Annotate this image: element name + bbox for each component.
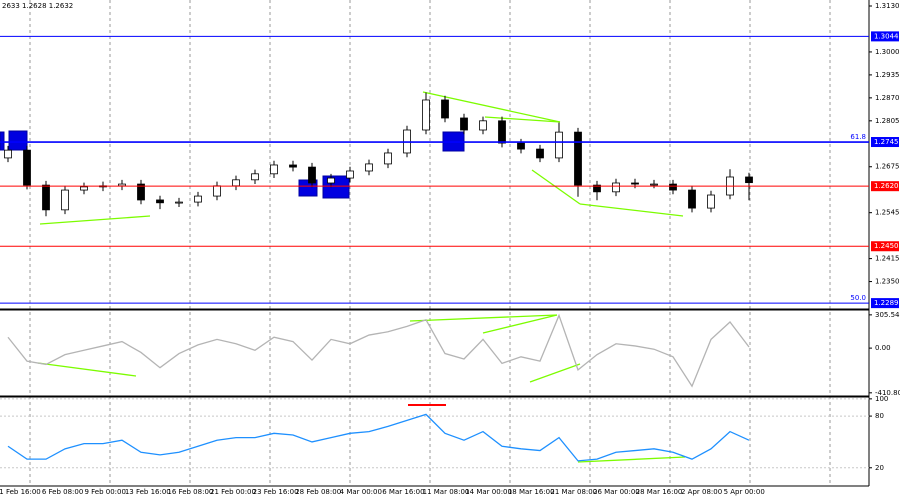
candle-body [327, 177, 335, 184]
x-tick-label: 18 Mar 16:00 [508, 488, 555, 496]
level-tag [871, 181, 899, 192]
y-tick-label: 1.2545 [875, 209, 900, 217]
indicator-line [7, 413, 750, 462]
candle-body [498, 120, 506, 144]
candle-body [593, 184, 601, 193]
y-tick-label: -410.803 [875, 389, 900, 397]
divergence-lines [37, 91, 686, 463]
x-tick-label: 23 Feb 16:00 [253, 488, 299, 496]
candle-body [669, 183, 677, 191]
y-tick-label: 1.2935 [875, 71, 900, 79]
candle-body [213, 185, 221, 197]
candle-body [631, 182, 639, 185]
candle-body [42, 184, 50, 211]
candle-body [308, 166, 316, 184]
y-tick-label: 305.5401 [875, 311, 900, 319]
candle-body [441, 99, 449, 119]
candle-body [251, 173, 259, 181]
candle-body [384, 152, 392, 165]
candle-body [574, 131, 582, 186]
x-tick-label: 28 Mar 16:00 [636, 488, 683, 496]
x-tick-label: 21 Mar 08:00 [550, 488, 597, 496]
candle-body [422, 99, 430, 131]
candle-body [23, 149, 31, 186]
fib-label: 50.0 [850, 294, 866, 302]
level-tag [871, 137, 899, 148]
y-tick-label: 20 [875, 464, 884, 472]
candle-body [650, 183, 658, 186]
y-tick-label: 1.3000 [875, 48, 900, 56]
fib-label: 61.8 [850, 133, 866, 141]
candle-body [156, 199, 164, 204]
y-tick-label: 1.2870 [875, 94, 900, 102]
level-label: 1.2289 [874, 299, 899, 307]
indicator-line [7, 313, 750, 388]
y-tick-label: 1.2350 [875, 278, 900, 286]
level-label: 1.2450 [874, 242, 899, 250]
y-tick-label: 1.2675 [875, 163, 900, 171]
level-tag [871, 31, 899, 42]
vertical-grid [29, 0, 831, 485]
y-tick-label: 1.3130 [875, 2, 900, 10]
x-tick-label: 16 Feb 08:00 [167, 488, 213, 496]
candle-body [232, 179, 240, 187]
candle-body [688, 189, 696, 209]
level-label: 1.2620 [874, 182, 899, 190]
candle-body [346, 170, 354, 179]
y-tick-label: 0.00 [875, 344, 891, 352]
candle-body [80, 186, 88, 191]
candle-body [175, 201, 183, 204]
x-tick-label: 11 Mar 08:00 [423, 488, 470, 496]
candle-body [365, 163, 373, 172]
x-tick-label: 13 Feb 16:00 [125, 488, 171, 496]
candle-body [118, 183, 126, 187]
x-tick-label: 1 Feb 16:00 [0, 488, 41, 496]
candle-body [555, 131, 563, 159]
candle-body [536, 148, 544, 159]
y-tick-label: 100 [875, 395, 888, 403]
y-tick-label: 80 [875, 412, 884, 420]
level-tag [871, 298, 899, 309]
level-tag [871, 241, 899, 252]
x-tick-label: 28 Feb 08:00 [295, 488, 341, 496]
y-tick-label: 1.2415 [875, 255, 900, 263]
x-tick-label: 4 Mar 00:00 [340, 488, 382, 496]
x-tick-label: 14 Mar 00:00 [465, 488, 512, 496]
candle-body [707, 194, 715, 209]
x-tick-label: 6 Mar 16:00 [382, 488, 424, 496]
candle-body [460, 117, 468, 131]
candle-body [479, 120, 487, 131]
x-tick-label: 26 Mar 00:00 [593, 488, 640, 496]
x-tick-label: 9 Feb 00:00 [84, 488, 125, 496]
candle-body [270, 164, 278, 175]
candle-body [137, 183, 145, 201]
header: 2633 1.2628 1.2632 [2, 2, 73, 10]
candle-body [4, 149, 12, 159]
x-tick-label: 5 Apr 00:00 [724, 488, 765, 496]
y-tick-label: 1.2805 [875, 117, 900, 125]
level-label: 1.2745 [874, 138, 899, 146]
candle-body [289, 164, 297, 168]
candle-body [745, 176, 753, 184]
candle-body [612, 182, 620, 193]
x-tick-label: 2 Apr 08:00 [681, 488, 722, 496]
candle-body [517, 142, 525, 150]
panel-borders [0, 0, 870, 487]
x-tick-label: 21 Feb 00:00 [210, 488, 256, 496]
x-tick-label: 6 Feb 08:00 [42, 488, 83, 496]
candle-body [194, 195, 202, 203]
candle-body [61, 189, 69, 211]
level-label: 1.3044 [874, 32, 899, 40]
